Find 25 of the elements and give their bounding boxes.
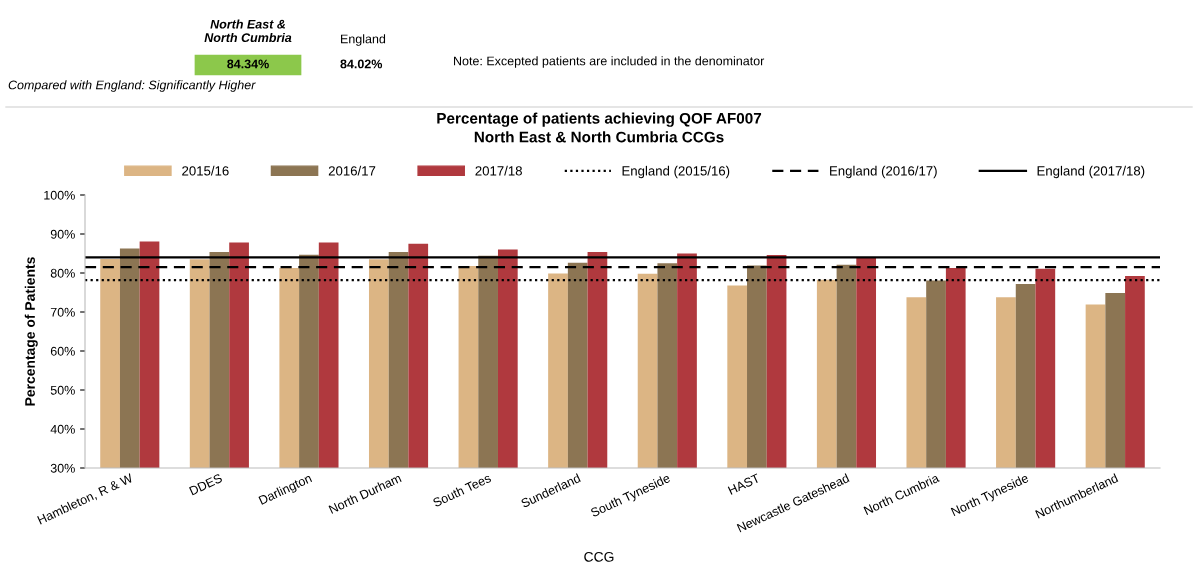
text: Compared with England: Significantly Higher xyxy=(8,80,256,92)
y-tick-label: 80% xyxy=(50,268,75,278)
legend-label: England (2017/18) xyxy=(1037,165,1145,179)
y-tick-label: 30% xyxy=(50,463,75,473)
chart-title: Percentage of patients achieving QOF AF007 North East & North Cumbria CCGs xyxy=(437,112,762,143)
y-axis-title: Percentage of Patients xyxy=(24,257,38,406)
legend-label: 2015/16 xyxy=(182,165,229,176)
text: England xyxy=(341,34,386,46)
y-tick-label: 50% xyxy=(50,385,75,395)
y-tick-label: 60% xyxy=(50,346,75,356)
legend-label: England (2015/16) xyxy=(622,165,730,179)
x-tick-label: DDES xyxy=(188,473,223,496)
text: Note: Excepted patients are included in the denominator xyxy=(454,56,765,68)
legend-label: 2017/18 xyxy=(475,165,522,176)
y-tick-label: 100% xyxy=(44,190,75,200)
text: North East & North Cumbria xyxy=(204,19,292,43)
x-tick-label: South Tees xyxy=(432,473,492,508)
y-tick-label: 70% xyxy=(50,307,75,317)
y-tick-label: 90% xyxy=(50,229,75,239)
text: 84.34% xyxy=(227,59,269,69)
legend-label: England (2016/17) xyxy=(830,165,937,179)
x-axis-title: CCG xyxy=(584,551,614,562)
y-tick-label: 40% xyxy=(50,424,75,434)
legend-label: 2016/17 xyxy=(328,165,376,176)
text: 84.02% xyxy=(340,59,383,69)
